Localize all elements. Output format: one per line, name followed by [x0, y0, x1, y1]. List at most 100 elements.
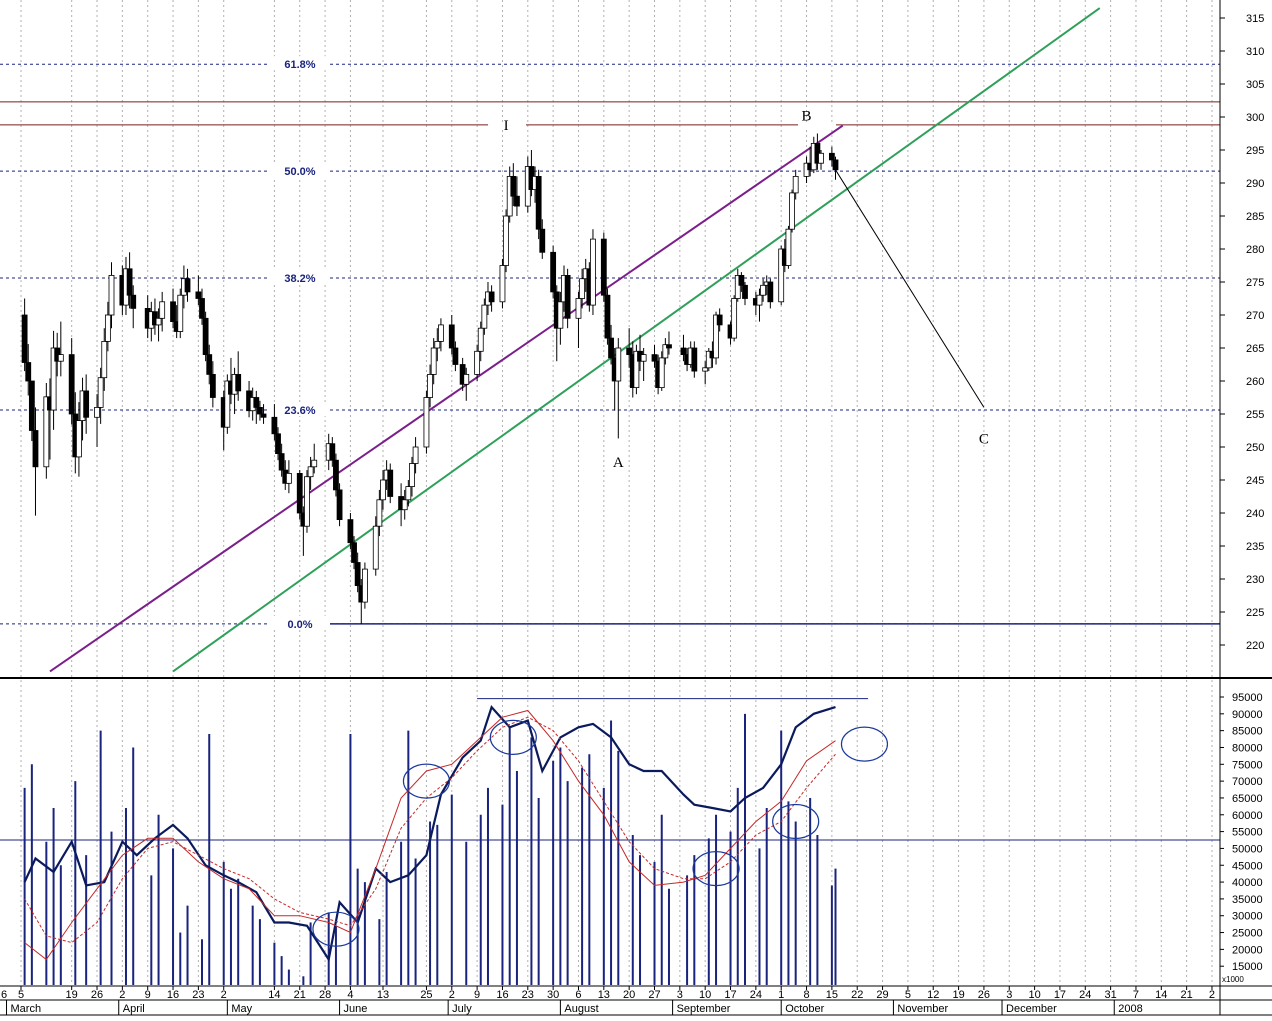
candle-body — [253, 397, 260, 408]
day-tick-label: 30 — [547, 989, 559, 1001]
candle-body — [347, 519, 354, 544]
candle-body — [640, 354, 647, 362]
wave-label: C — [979, 432, 989, 448]
day-tick-label: 24 — [750, 989, 762, 1001]
candle-body — [271, 416, 278, 435]
candle-body — [184, 278, 191, 293]
candle-body — [159, 301, 166, 319]
highlight-ellipse — [489, 719, 537, 755]
candle-body — [828, 152, 835, 161]
candle-body — [285, 472, 292, 484]
candle-body — [734, 274, 741, 299]
candle-body — [260, 413, 267, 418]
price-axis-label: 280 — [1246, 244, 1264, 256]
candle-body — [488, 291, 495, 303]
fib-level-label: 0.0% — [287, 619, 312, 631]
candle-body — [514, 195, 520, 207]
candle-body — [789, 192, 795, 230]
candle-body — [376, 499, 383, 527]
candle-body — [130, 294, 137, 309]
candle-body — [405, 486, 412, 501]
label-gap — [488, 121, 526, 128]
fib-label-background — [270, 615, 330, 630]
candle-body — [361, 568, 368, 603]
day-tick-label: 2 — [1209, 989, 1215, 1001]
candle-body — [235, 373, 242, 392]
trend-channel-line — [49, 124, 844, 673]
candle-body — [651, 354, 658, 362]
candle-body — [177, 294, 184, 332]
candle-body — [600, 238, 607, 296]
candle-body — [510, 175, 517, 197]
day-tick-label: 6 — [1, 989, 7, 1001]
day-tick-label: 10 — [1028, 989, 1040, 1001]
volume-axis-label: 75000 — [1232, 759, 1263, 771]
candle-body — [448, 324, 455, 349]
candle-body — [760, 284, 766, 296]
candle-body — [713, 314, 719, 359]
day-tick-label: 26 — [91, 989, 103, 1001]
day-tick-label: 2 — [449, 989, 455, 1001]
candle-body — [626, 347, 633, 355]
day-tick-label: 28 — [319, 989, 331, 1001]
candle-body — [427, 373, 433, 398]
volume-axis-label: 65000 — [1232, 793, 1263, 805]
candle-body — [104, 314, 111, 342]
day-tick-label: 22 — [851, 989, 863, 1001]
candle-body — [372, 525, 379, 570]
candle-body — [756, 294, 763, 306]
day-tick-label: 9 — [474, 989, 480, 1001]
day-tick-label: 17 — [1054, 989, 1066, 1001]
day-tick-label: 4 — [347, 989, 353, 1001]
month-label: August — [564, 1003, 598, 1015]
candle-body — [209, 373, 216, 398]
day-tick-label: 17 — [724, 989, 736, 1001]
candle-body — [25, 362, 32, 382]
candle-body — [792, 175, 799, 194]
day-tick-label: 13 — [598, 989, 610, 1001]
volume-axis-label: 95000 — [1232, 692, 1263, 704]
day-tick-label: 2 — [119, 989, 125, 1001]
day-tick-label: 12 — [927, 989, 939, 1001]
volume-axis-label: 20000 — [1232, 944, 1263, 956]
day-tick-label: 10 — [699, 989, 711, 1001]
candle-body — [43, 396, 50, 468]
day-tick-label: 3 — [1006, 989, 1012, 1001]
candle-body — [76, 420, 82, 458]
day-tick-label: 15 — [826, 989, 838, 1001]
volume-axis-label: 15000 — [1232, 961, 1263, 973]
price-axis-label: 235 — [1246, 541, 1264, 553]
candle-body — [412, 446, 419, 464]
day-tick-label: 5 — [18, 989, 24, 1001]
candle-body — [206, 354, 213, 375]
volume-axis-label: 55000 — [1232, 827, 1263, 839]
price-axis-label: 305 — [1246, 79, 1264, 91]
fib-label-background — [270, 402, 330, 417]
volume-axis-label: 60000 — [1232, 810, 1263, 822]
fib-label-background — [270, 163, 330, 178]
label-gap — [798, 121, 836, 128]
price-axis-label: 230 — [1246, 574, 1264, 586]
candle-body — [785, 228, 792, 266]
candle-body — [590, 238, 596, 306]
candle-body — [778, 248, 785, 303]
candle-body — [423, 397, 430, 448]
candle-body — [633, 350, 640, 388]
volume-axis-label: 70000 — [1232, 776, 1263, 788]
candle-body — [608, 337, 614, 359]
candle-body — [354, 562, 361, 587]
candle-body — [452, 347, 459, 365]
candle-body — [57, 354, 64, 362]
candle-body — [329, 443, 336, 461]
trend-channel-line — [172, 7, 1101, 673]
volume-axis-label: 80000 — [1232, 742, 1263, 754]
candle-body — [202, 317, 209, 355]
candle-body — [535, 175, 542, 230]
volume-axis-label: 45000 — [1232, 860, 1263, 872]
price-axis-label: 275 — [1246, 277, 1264, 289]
candle-body — [539, 228, 546, 253]
candle-body — [463, 373, 470, 385]
candle-body — [434, 340, 441, 349]
